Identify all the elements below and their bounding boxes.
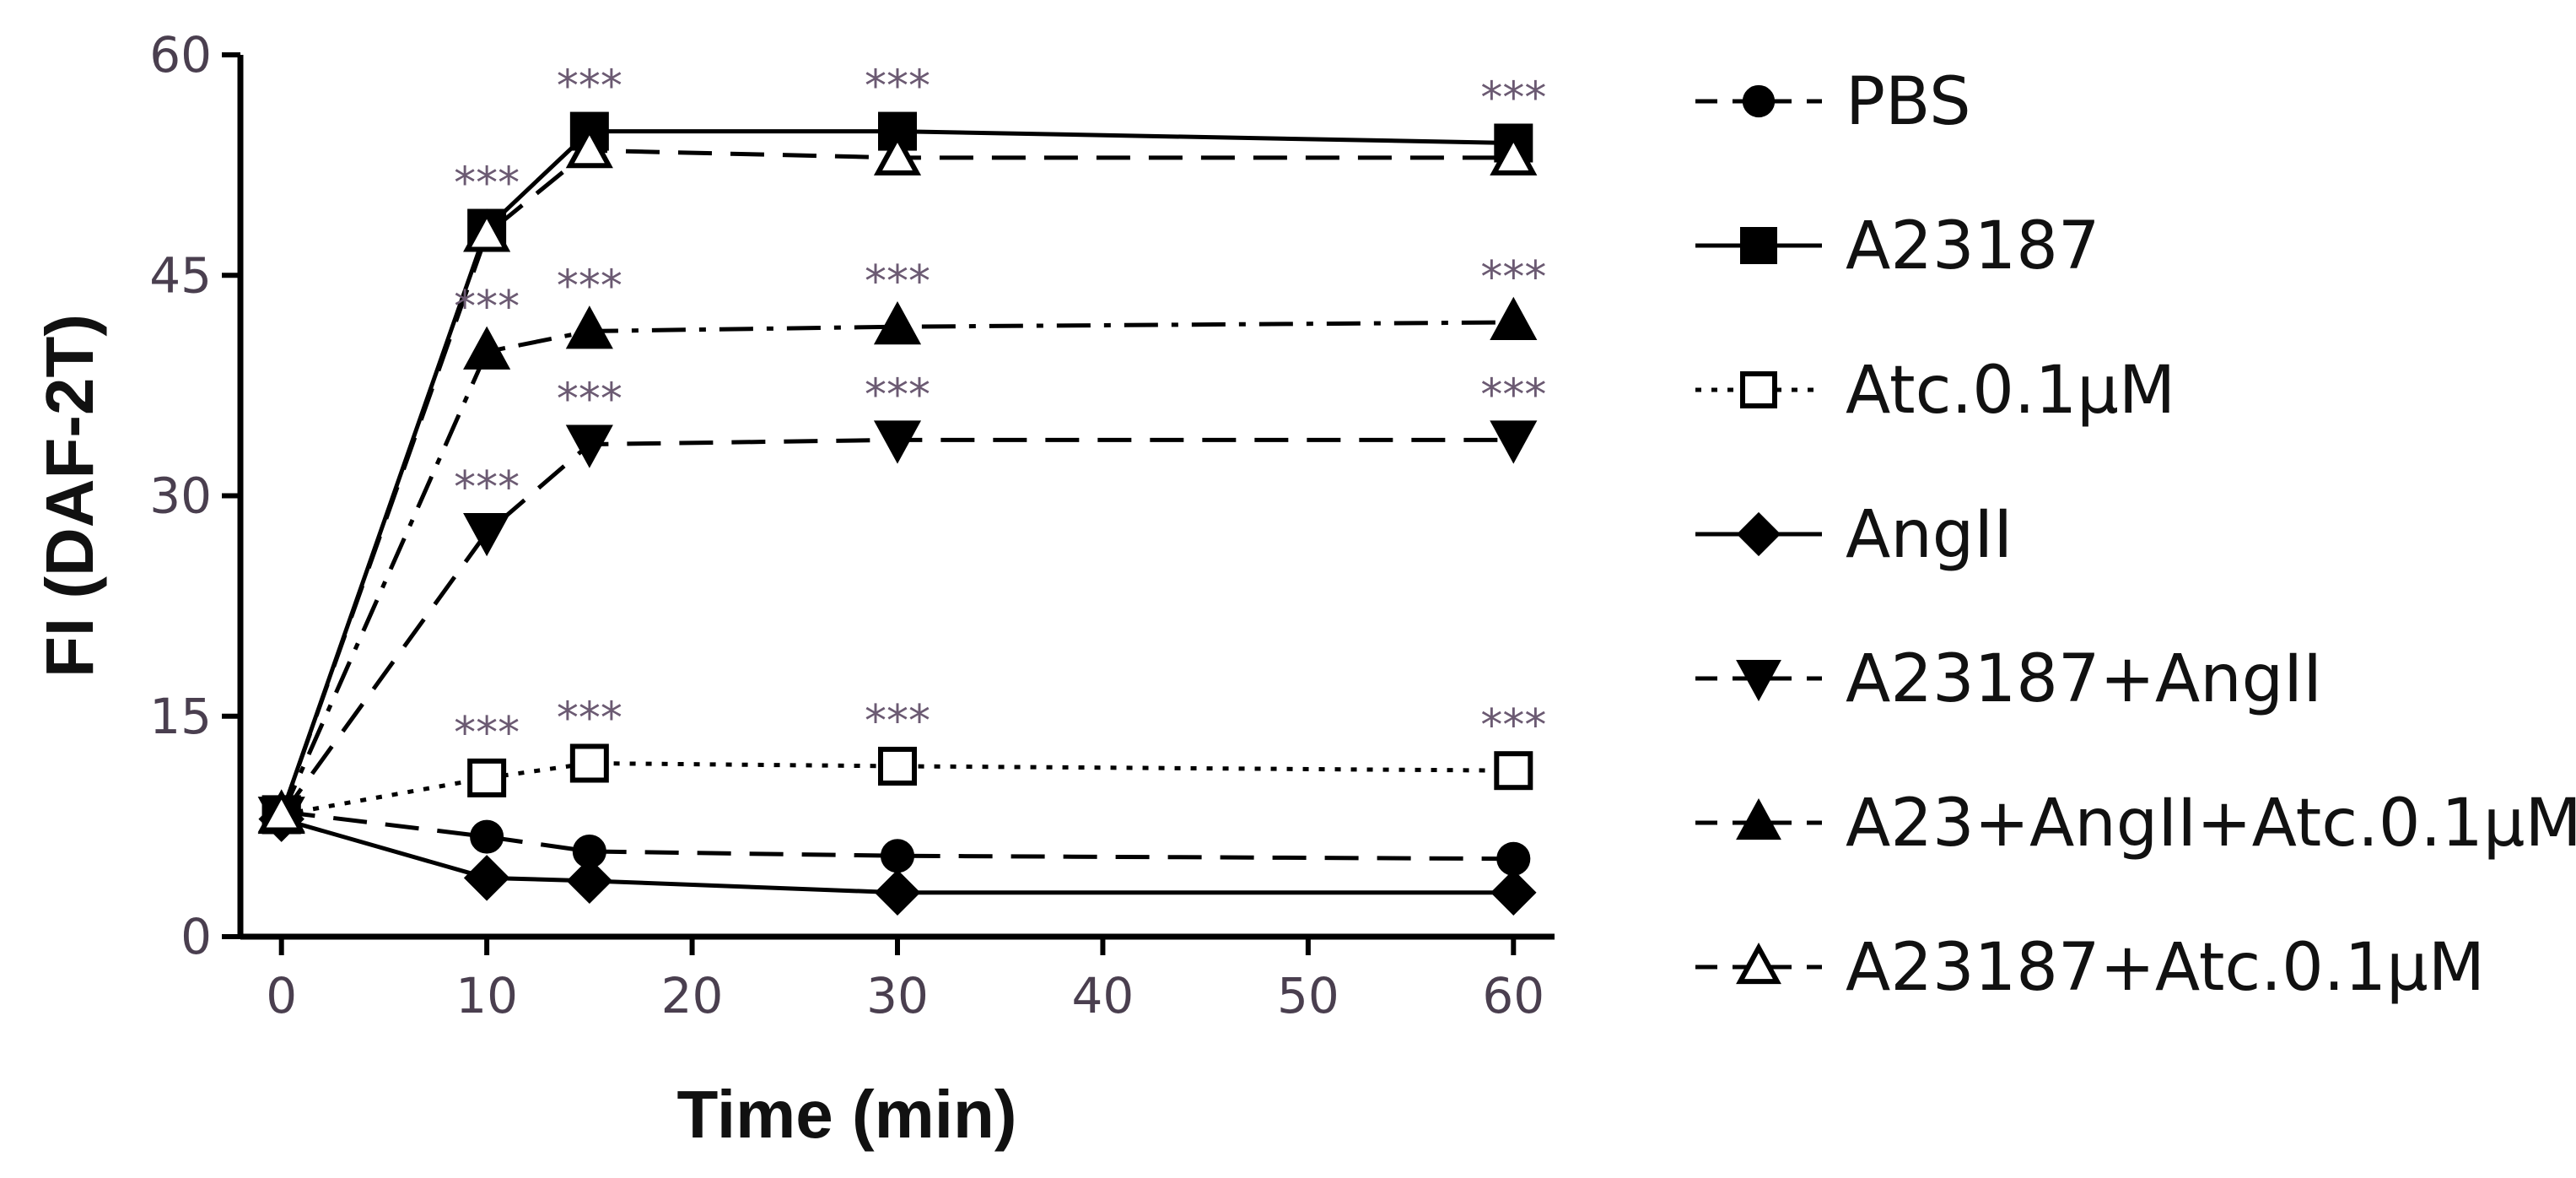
data-point-atc-0-1-m-60	[1494, 751, 1533, 791]
data-point-a23187-atc-0-1-m-30	[873, 132, 922, 176]
data-point-a23187-atc-0-1-m-60	[1490, 132, 1538, 176]
data-point-angii-30	[874, 869, 921, 916]
legend-label-a23187-angii: A23187+AngII	[1846, 641, 2322, 717]
y-tick-label: 60	[149, 26, 212, 84]
series-markers	[257, 111, 1538, 916]
data-point-atc-0-1-m-15	[569, 743, 609, 783]
significance-label: ***	[1480, 370, 1546, 420]
data-point-atc-0-1-m-30	[878, 746, 917, 786]
significance-label: ***	[454, 462, 520, 513]
legend-label-pbs: PBS	[1846, 64, 1971, 140]
data-point-angii-15	[566, 857, 613, 905]
y-tick-label: 0	[181, 908, 212, 965]
significance-label: ***	[454, 708, 520, 759]
x-tick-label: 10	[455, 967, 518, 1024]
x-tick-label: 30	[866, 967, 929, 1024]
legend-label-a23187-atc-0-1-m: A23187+Atc.0.1μM	[1846, 930, 2485, 1006]
x-tick-label: 20	[661, 967, 724, 1024]
significance-label: ***	[557, 375, 622, 425]
legend-marker-a23187	[1740, 227, 1777, 264]
data-point-a23187-angii-15	[565, 424, 613, 468]
legend-marker-angii	[1736, 511, 1781, 557]
x-axis-title: Time (min)	[676, 1077, 1016, 1152]
significance-labels: *** *** *** *** *** *** *** *** *** *** *** *** *** *…	[454, 62, 1546, 759]
data-point-a23-angii-atc-0-1-m-60	[1490, 296, 1538, 340]
y-tick-label: 45	[149, 246, 212, 304]
legend-label-angii: AngII	[1846, 497, 2013, 573]
legend-marker-a23187-angii	[1736, 660, 1781, 702]
data-point-a23-angii-atc-0-1-m-15	[565, 305, 613, 349]
data-point-a23187-angii-30	[873, 420, 922, 464]
significance-label: ***	[557, 261, 622, 311]
x-tick-label: 0	[266, 967, 297, 1024]
data-point-a23-angii-atc-0-1-m-30	[873, 300, 922, 345]
legend-label-a23187: A23187	[1846, 208, 2100, 284]
data-point-atc-0-1-m-10	[467, 758, 507, 797]
data-point-a23187-atc-0-1-m-0	[257, 789, 305, 833]
data-point-angii-10	[463, 855, 510, 901]
significance-label: ***	[557, 62, 622, 112]
data-point-a23187-atc-0-1-m-10	[463, 208, 511, 252]
significance-label: ***	[557, 693, 622, 743]
significance-label: ***	[1480, 73, 1546, 124]
significance-label: ***	[865, 370, 930, 420]
legend-label-a23-angii-atc-0-1-m: A23+AngII+Atc.0.1μM	[1846, 786, 2576, 862]
data-point-pbs-60	[1496, 841, 1531, 876]
significance-label: ***	[454, 159, 520, 209]
legend-marker-a23187-atc-0-1-m	[1736, 942, 1781, 985]
significance-label: ***	[454, 282, 520, 332]
data-point-pbs-30	[881, 839, 914, 873]
y-tick-label: 30	[149, 467, 212, 525]
legend-marker-atc-0-1-m	[1740, 371, 1777, 408]
legend-marker-a23-angii-atc-0-1-m	[1736, 797, 1781, 840]
data-point-a23187-atc-0-1-m-15	[565, 124, 613, 169]
x-tick-label: 40	[1072, 967, 1134, 1024]
data-point-a23187-angii-60	[1490, 420, 1538, 464]
series-line-pbs	[281, 809, 1514, 862]
y-axis-title: FI (DAF-2T)	[32, 314, 107, 678]
data-point-angii-60	[1490, 869, 1537, 916]
significance-label: ***	[865, 62, 930, 112]
significance-label: ***	[1480, 700, 1546, 751]
x-tick-label: 60	[1482, 967, 1544, 1024]
axes: 0 15 30 45 60 0 10 20 30 40 50 60 Time (min) FI (DAF-…	[32, 26, 1555, 1152]
data-point-a23187-angii-10	[463, 513, 511, 557]
significance-label: ***	[865, 696, 930, 747]
significance-label: ***	[1480, 252, 1546, 303]
y-tick-label: 15	[149, 688, 212, 745]
legend-marker-pbs	[1742, 84, 1776, 118]
x-tick-label: 50	[1277, 967, 1339, 1024]
data-point-pbs-10	[470, 819, 504, 854]
data-point-a23-angii-atc-0-1-m-10	[463, 326, 511, 370]
legend: PBS A23187 Atc.0.1μM AngII A23187+AngII A23+A…	[1695, 64, 2576, 1006]
significance-label: ***	[865, 257, 930, 307]
legend-label-atc-0-1-m: Atc.0.1μM	[1846, 353, 2175, 429]
